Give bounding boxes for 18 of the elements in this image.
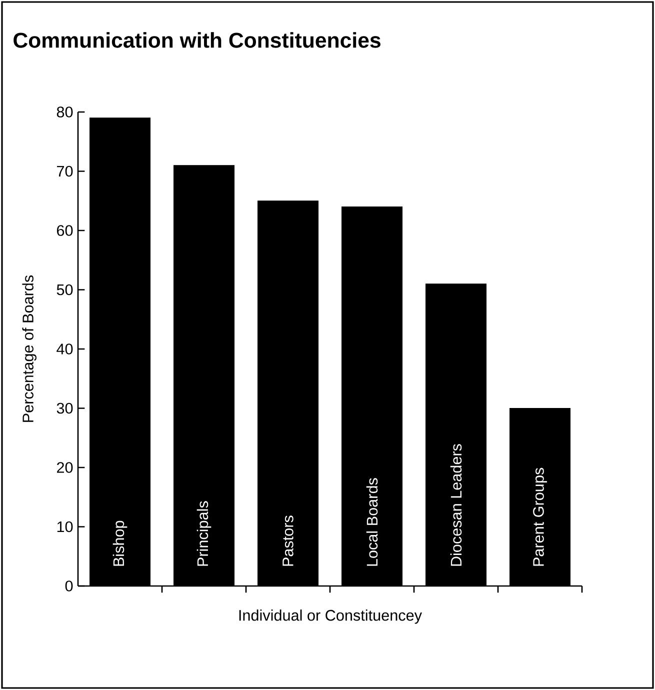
x-tick-label: Local Boards: [366, 478, 378, 566]
x-tick-label: Bishop: [112, 520, 128, 566]
x-tick-label: Pastors: [282, 516, 294, 566]
y-tick-label: 80: [56, 106, 73, 118]
x-tick-label: Principals: [196, 501, 212, 566]
chart-title: Communication with Constituencies: [14, 32, 380, 48]
y-tick-label: 10: [57, 521, 73, 532]
y-tick-label: 40: [56, 344, 73, 354]
y-tick-label: 0: [65, 580, 73, 592]
x-tick-label: Parent Groups: [533, 468, 547, 566]
x-axis-title: Individual or Constituencey: [239, 610, 422, 624]
y-tick-label: 50: [56, 284, 73, 296]
y-tick-label: 20: [57, 462, 73, 473]
y-axis-title: Percentage of Boards: [22, 275, 36, 422]
x-tick-label: Diocesan Leaders: [450, 444, 462, 566]
y-tick-label: 30: [56, 402, 73, 414]
y-tick-label: 60: [57, 225, 73, 236]
y-tick-label: 70: [57, 166, 73, 177]
